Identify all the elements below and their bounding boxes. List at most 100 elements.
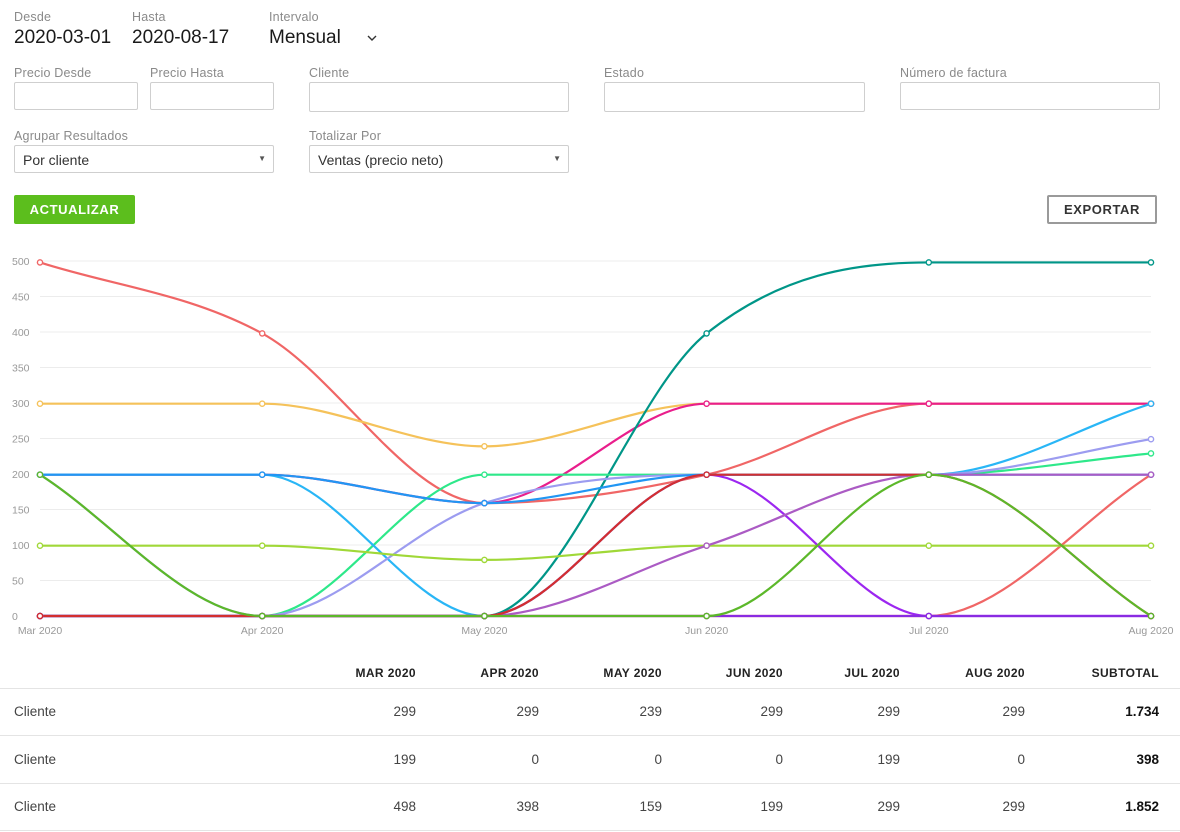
row-divider [0,783,1180,784]
series-line [40,402,1151,448]
exportar-button[interactable]: EXPORTAR [1047,195,1157,224]
data-point [1147,612,1155,620]
data-point [481,556,488,564]
table-cell: 159 [639,799,662,814]
table-cell: 398 [516,799,539,814]
intervalo-label: Intervalo [269,10,319,24]
series-line [39,473,1152,618]
data-point [1147,400,1155,408]
subtotal-cell: 1.852 [1125,799,1159,814]
x-tick-label: Mar 2020 [18,625,63,637]
estado-input[interactable] [604,82,865,112]
subtotal-cell: 398 [1136,752,1159,767]
y-tick-label: 200 [12,469,30,481]
table-cell: 239 [639,704,662,719]
column-header: AUG 2020 [965,666,1025,680]
column-header: JUN 2020 [725,666,783,680]
actualizar-button[interactable]: ACTUALIZAR [14,195,135,224]
data-point [925,471,933,479]
precio-hasta-label: Precio Hasta [150,66,224,80]
precio-desde-label: Precio Desde [14,66,92,80]
y-tick-label: 400 [12,327,30,339]
table-cell: 299 [877,799,900,814]
data-point [258,542,266,550]
x-tick-label: Jun 2020 [685,625,728,637]
hasta-label: Hasta [132,10,166,24]
y-tick-label: 50 [12,576,24,588]
x-tick-label: Jul 2020 [909,625,949,637]
data-point [703,330,710,337]
data-point [1147,471,1155,479]
cliente-input[interactable] [309,82,569,112]
chevron-down-icon[interactable] [367,31,377,45]
precio-desde-input[interactable] [14,82,138,110]
data-point [1147,259,1155,266]
desde-date-field[interactable]: 2020-03-01 [14,27,112,48]
table-cell: 0 [531,752,539,767]
row-divider [0,688,1180,689]
y-tick-label: 100 [12,540,30,552]
data-point [1147,542,1155,550]
data-point [258,330,266,337]
table-cell: 299 [1002,704,1025,719]
data-point [36,612,44,620]
y-tick-label: 300 [12,398,30,410]
data-point [925,400,933,408]
table-cell: 299 [760,704,783,719]
column-header: APR 2020 [480,666,539,680]
y-tick-label: 150 [12,505,30,517]
data-point [1147,435,1155,443]
table-cell: 0 [775,752,783,767]
data-point [925,612,933,620]
data-point [925,542,933,550]
data-point [925,259,933,266]
table-cell: 299 [516,704,539,719]
row-client-name: Cliente [14,799,57,814]
totalizar-select[interactable]: Ventas (precio neto) ▼ [309,145,569,173]
table-cell: 498 [393,799,416,814]
data-point [258,400,266,408]
data-point [36,542,44,550]
agrupar-label: Agrupar Resultados [14,129,129,143]
numero-factura-input[interactable] [900,82,1160,110]
data-point [481,443,488,450]
agrupar-select[interactable]: Por cliente ▼ [14,145,274,173]
desde-label: Desde [14,10,52,24]
intervalo-select[interactable]: Mensual [269,27,341,48]
caret-down-icon: ▼ [258,154,266,163]
table-cell: 299 [1002,799,1025,814]
data-point [703,542,710,550]
table-cell: 0 [1017,752,1025,767]
data-point [703,400,710,408]
table-cell: 199 [393,752,416,767]
row-divider [0,830,1180,831]
row-client-name: Cliente [14,704,57,719]
column-header: SUBTOTAL [1091,666,1159,680]
estado-label: Estado [604,66,645,80]
sales-line-chart: 0 50 100 150 200 250 300 350 400 450 500 Mar 2020 Ap… [12,256,1174,637]
table-cell: 299 [877,704,900,719]
y-tick-label: 350 [12,363,30,375]
data-point [258,612,266,620]
data-point [481,471,488,479]
totalizar-value: Ventas (precio neto) [318,152,444,168]
y-tick-label: 250 [12,434,30,446]
row-divider [0,735,1180,736]
x-tick-label: Apr 2020 [241,625,284,637]
data-point [258,471,266,479]
data-point [703,471,710,479]
data-point [1147,450,1155,457]
table-cell: 199 [760,799,783,814]
table-cell: 199 [877,752,900,767]
series-line [40,261,1151,618]
y-tick-label: 0 [12,611,18,623]
x-tick-label: Aug 2020 [1129,625,1174,637]
table-cell: 0 [654,752,662,767]
hasta-date-field[interactable]: 2020-08-17 [132,27,230,48]
y-tick-label: 500 [12,256,30,268]
totalizar-label: Totalizar Por [309,129,382,143]
caret-down-icon: ▼ [553,154,561,163]
precio-hasta-input[interactable] [150,82,274,110]
agrupar-value: Por cliente [23,152,90,168]
data-point [36,259,44,266]
